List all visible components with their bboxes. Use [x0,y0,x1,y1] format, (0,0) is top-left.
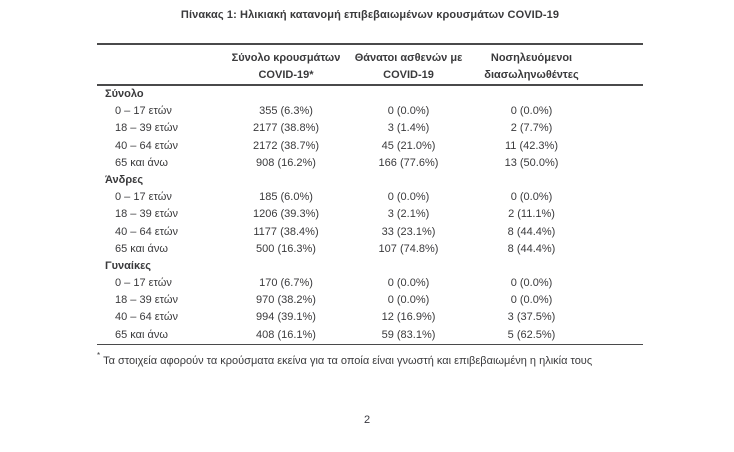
table-row: 40 – 64 ετών 1177 (38.4%) 33 (23.1%) 8 (… [97,224,643,241]
column-header-cases: Σύνολο κρουσμάτων COVID-19* [231,52,341,81]
cell-deaths: 0 (0.0%) [387,277,430,290]
age-group-label: 18 – 39 ετών [115,208,178,221]
cell-intubated: 2 (7.7%) [510,122,553,135]
table-row: 65 και άνω 408 (16.1%) 59 (83.1%) 5 (62.… [97,327,643,344]
age-group-label: 65 και άνω [115,242,168,255]
cell-intubated: 0 (0.0%) [510,294,553,307]
table-caption: Πίνακας 1: Ηλικιακή κατανομή επιβεβαιωμέ… [180,9,560,21]
column-header-blank [97,45,225,50]
age-group-label: 40 – 64 ετών [115,225,178,238]
cell-intubated: 0 (0.0%) [510,105,553,118]
cell-intubated: 5 (62.5%) [507,328,556,341]
table-row: 40 – 64 ετών 994 (39.1%) 12 (16.9%) 3 (3… [97,309,643,326]
cell-cases: 1177 (38.4%) [253,225,319,238]
table-rule-top [97,43,643,45]
data-table: Σύνολο κρουσμάτων COVID-19* Θάνατοι ασθε… [97,43,643,345]
cell-deaths: 59 (83.1%) [381,328,436,341]
cell-deaths: 107 (74.8%) [378,242,439,255]
cell-cases: 970 (38.2%) [256,294,316,307]
cell-cases: 185 (6.0%) [259,191,313,204]
section-label: Σύνολο [105,88,144,100]
cell-cases: 355 (6.3%) [259,105,313,118]
cell-intubated: 0 (0.0%) [510,191,553,204]
cell-deaths: 33 (23.1%) [381,225,436,238]
cell-deaths: 12 (16.9%) [381,311,436,324]
footnote-text: Τα στοιχεία αφορούν τα κρούσματα εκείνα … [103,355,593,367]
cell-intubated: 11 (42.3%) [505,139,558,152]
table-row: 65 και άνω 908 (16.2%) 166 (77.6%) 13 (5… [97,155,643,172]
cell-cases: 408 (16.1%) [256,328,316,341]
cell-deaths: 0 (0.0%) [387,105,430,118]
table-body: Σύνολο 0 – 17 ετών 355 (6.3%) 0 (0.0%) 0… [97,86,643,344]
cell-intubated: 8 (44.4%) [507,225,556,238]
table-row: 65 και άνω 500 (16.3%) 107 (74.8%) 8 (44… [97,241,643,258]
cell-cases: 170 (6.7%) [259,277,313,290]
table-rule-header [97,84,643,86]
age-group-label: 0 – 17 ετών [115,277,172,290]
cell-cases: 2172 (38.7%) [252,139,320,152]
cell-intubated: 3 (37.5%) [507,311,556,324]
age-group-label: 0 – 17 ετών [115,105,172,118]
age-group-label: 40 – 64 ετών [115,311,178,324]
cell-cases: 2177 (38.8%) [252,122,320,135]
age-group-label: 18 – 39 ετών [115,122,178,135]
age-group-label: 40 – 64 ετών [115,139,178,152]
page-number: 2 [363,414,371,426]
table-footnote: * Τα στοιχεία αφορούν τα κρούσματα εκείνα… [97,349,697,368]
cell-intubated: 2 (11.1%) [508,208,555,221]
cell-deaths: 0 (0.0%) [387,191,430,204]
cell-deaths: 45 (21.0%) [381,139,436,152]
table-row: 0 – 17 ετών 355 (6.3%) 0 (0.0%) 0 (0.0%) [97,103,643,120]
table-header-row: Σύνολο κρουσμάτων COVID-19* Θάνατοι ασθε… [97,45,643,84]
table-row: 18 – 39 ετών 2177 (38.8%) 3 (1.4%) 2 (7.… [97,120,643,137]
age-group-label: 18 – 39 ετών [115,294,178,307]
section-header-row: Γυναίκες [97,258,643,275]
cell-deaths: 0 (0.0%) [387,294,430,307]
cell-cases: 908 (16.2%) [256,156,316,169]
footnote-marker: * [97,351,101,360]
table-row: 0 – 17 ετών 170 (6.7%) 0 (0.0%) 0 (0.0%) [97,275,643,292]
table-row: 18 – 39 ετών 970 (38.2%) 0 (0.0%) 0 (0.0… [97,292,643,309]
cell-deaths: 3 (2.1%) [387,208,430,221]
cell-intubated: 13 (50.0%) [504,156,559,169]
age-group-label: 65 και άνω [115,328,168,341]
cell-deaths: 3 (1.4%) [387,122,430,135]
age-group-label: 65 και άνω [115,156,168,169]
age-group-label: 0 – 17 ετών [115,191,172,204]
cell-deaths: 166 (77.6%) [378,156,439,169]
table-row: 0 – 17 ετών 185 (6.0%) 0 (0.0%) 0 (0.0%) [97,189,643,206]
section-label: Άνδρες [105,173,144,186]
cell-cases: 994 (39.1%) [256,311,316,324]
column-header-intubated: Νοσηλευόμενοι διασωληνωθέντες [484,52,579,81]
section-header-row: Άνδρες [97,172,643,189]
cell-intubated: 8 (44.4%) [507,242,556,255]
cell-cases: 500 (16.3%) [256,242,316,255]
column-header-deaths: Θάνατοι ασθενών με COVID-19 [354,52,463,81]
section-header-row: Σύνολο [97,86,643,103]
cell-intubated: 0 (0.0%) [510,277,553,290]
section-label: Γυναίκες [105,259,152,272]
table-rule-bottom [97,343,643,345]
cell-cases: 1206 (39.3%) [252,208,320,221]
table-row: 18 – 39 ετών 1206 (39.3%) 3 (2.1%) 2 (11… [97,206,643,223]
table-row: 40 – 64 ετών 2172 (38.7%) 45 (21.0%) 11 … [97,138,643,155]
